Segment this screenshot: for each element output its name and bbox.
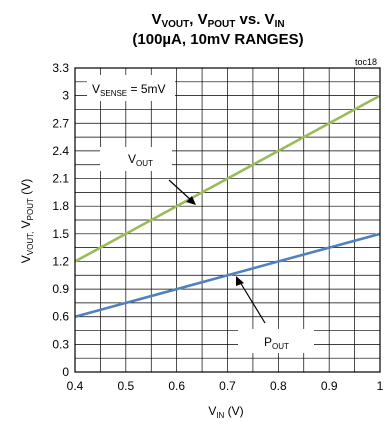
corner-label: toc18 bbox=[355, 57, 377, 67]
y-tick-label: 0.6 bbox=[52, 310, 69, 324]
y-tick-label: 1.5 bbox=[52, 227, 69, 241]
x-tick-label: 0.6 bbox=[168, 379, 185, 393]
vout-label-box bbox=[100, 147, 172, 171]
y-tick-label: 1.8 bbox=[52, 199, 69, 213]
y-axis-label: VVOUT, VPOUT (V) bbox=[19, 179, 35, 264]
grid bbox=[74, 67, 381, 373]
annotation-box bbox=[87, 75, 175, 101]
x-tick-label: 0.4 bbox=[67, 379, 84, 393]
y-tick-label: 2.7 bbox=[52, 116, 69, 130]
y-tick-label: 2.4 bbox=[52, 144, 69, 158]
pout-label-box bbox=[238, 329, 314, 353]
pout-arrow-line bbox=[239, 281, 266, 324]
plot-frame bbox=[74, 67, 381, 373]
chart-title-line2: (100µA, 10mV RANGES) bbox=[132, 31, 303, 48]
series-line-vout bbox=[74, 94, 381, 263]
y-tick-label: 2.1 bbox=[52, 172, 69, 186]
chart-title-line1: VVOUT, VPOUT vs. VIN bbox=[151, 11, 284, 30]
pout-arrow-head bbox=[236, 276, 244, 286]
x-tick-label: 0.8 bbox=[270, 379, 287, 393]
x-tick-label: 1 bbox=[377, 379, 384, 393]
tick-labels: 0.4 0.5 0.6 0.7 0.8 0.9 1 0 0.3 0.6 0.9 1.2 1.5 1.8 2.… bbox=[52, 61, 383, 393]
y-tick-label: 0 bbox=[62, 365, 69, 379]
vout-label: VOUT bbox=[128, 152, 153, 168]
series-group bbox=[74, 94, 381, 318]
y-tick-label: 3.3 bbox=[52, 61, 69, 75]
y-tick-label: 0.9 bbox=[52, 282, 69, 296]
y-tick-label: 1.2 bbox=[52, 254, 69, 268]
series-line-pout bbox=[74, 232, 381, 318]
y-tick-label: 0.3 bbox=[52, 337, 69, 351]
vout-arrow-line bbox=[168, 179, 193, 202]
x-tick-label: 0.7 bbox=[219, 379, 236, 393]
vout-arrow-head bbox=[186, 196, 196, 205]
x-tick-label: 0.9 bbox=[321, 379, 338, 393]
annotation-vsense: VSENSE = 5mV bbox=[92, 82, 166, 98]
pout-label: POUT bbox=[264, 335, 289, 351]
x-tick-label: 0.5 bbox=[117, 379, 134, 393]
plot-border bbox=[74, 67, 381, 373]
x-axis-label: VIN (V) bbox=[208, 404, 243, 420]
y-tick-label: 3 bbox=[62, 89, 69, 103]
